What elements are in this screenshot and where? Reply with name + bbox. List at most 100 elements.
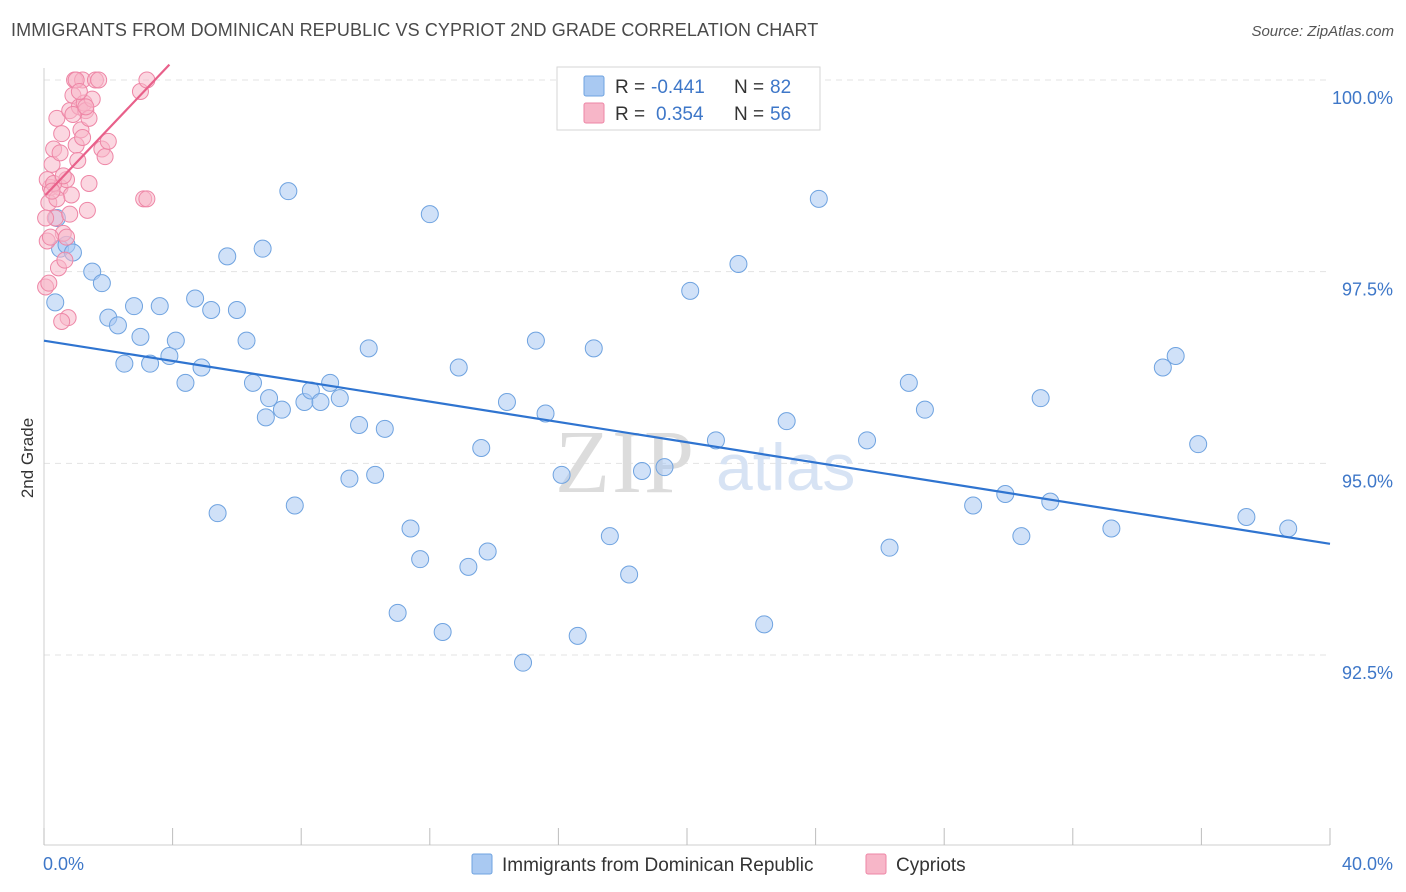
point-cypriot-32 [96, 148, 114, 166]
point-dominican-23 [243, 373, 262, 392]
axes [43, 68, 1331, 846]
point-cypriot-47 [80, 175, 98, 192]
point-dominican-9 [125, 297, 144, 316]
legend-bottom: Immigrants from Dominican Republic Cypri… [471, 853, 966, 876]
point-dominican-37 [366, 465, 385, 484]
point-dominican-59 [681, 281, 700, 300]
point-dominican-4 [83, 262, 102, 281]
point-dominican-58 [655, 458, 674, 477]
trend-line-cypriots [44, 63, 171, 196]
point-dominican-8 [115, 354, 134, 373]
gridlines [44, 79, 1330, 656]
point-dominican-60 [706, 431, 725, 450]
point-cypriot-53 [40, 274, 58, 292]
point-cypriot-52 [37, 209, 55, 227]
watermark-atlas: atlas [716, 430, 855, 504]
y-tick-label-1: 95.0% [1342, 471, 1393, 491]
point-dominican-21 [227, 301, 246, 319]
legend-r-label-1: R = [615, 77, 645, 98]
point-dominican-19 [208, 504, 227, 523]
point-dominican-22 [237, 331, 256, 350]
point-dominican-80 [46, 293, 65, 312]
point-dominican-41 [411, 550, 430, 569]
legend-n-value-2: 56 [770, 104, 791, 125]
point-cypriot-30 [90, 71, 108, 89]
point-dominican-72 [1031, 389, 1050, 408]
point-dominican-44 [449, 358, 468, 377]
point-dominican-69 [964, 496, 983, 515]
point-cypriot-55 [43, 182, 61, 200]
point-dominican-27 [279, 182, 298, 201]
point-dominican-38 [375, 419, 394, 438]
y-axis-label: 2nd Grade [18, 418, 37, 498]
legend-bottom-label-blue: Immigrants from Dominican Republic [502, 855, 814, 876]
source-label: Source: ZipAtlas.com [1251, 23, 1394, 40]
point-cypriot-41 [61, 205, 79, 223]
x-tick-label-max: 40.0% [1342, 854, 1393, 874]
point-cypriot-54 [53, 313, 71, 330]
point-dominican-76 [1166, 347, 1185, 365]
point-dominican-68 [915, 400, 934, 419]
chart-title: IMMIGRANTS FROM DOMINICAN REPUBLIC VS CY… [11, 20, 819, 40]
point-cypriot-26 [78, 201, 96, 219]
y-tick-label-2: 97.5% [1342, 280, 1393, 300]
point-dominican-75 [1153, 358, 1172, 377]
point-dominican-39 [388, 603, 407, 622]
point-cypriot-12 [56, 251, 74, 269]
trend-line-dominican-republic [43, 339, 1331, 545]
point-dominican-14 [166, 331, 185, 350]
point-dominican-26 [272, 400, 291, 419]
legend-swatch-pink [583, 102, 605, 124]
point-dominican-52 [552, 465, 571, 484]
point-dominican-40 [401, 519, 420, 538]
legend-bottom-swatch-pink [865, 853, 887, 875]
legend-r-label-2: R = [615, 104, 645, 125]
point-dominican-50 [526, 331, 545, 350]
point-dominican-47 [478, 542, 497, 561]
x-tick-label-min: 0.0% [43, 854, 84, 874]
point-dominican-81 [256, 408, 275, 427]
point-cypriot-51 [138, 71, 156, 89]
point-dominican-63 [777, 412, 796, 431]
point-dominican-20 [218, 247, 237, 266]
point-dominican-57 [632, 462, 651, 480]
point-cypriot-42 [64, 106, 82, 123]
point-dominican-12 [150, 297, 169, 316]
point-dominican-67 [899, 373, 918, 392]
point-dominican-66 [880, 538, 899, 557]
point-dominican-62 [755, 615, 774, 634]
point-dominican-65 [858, 431, 877, 450]
legend-r-value-2: 0.354 [656, 104, 704, 125]
point-dominican-64 [809, 189, 828, 208]
point-dominican-79 [1279, 519, 1298, 538]
point-cypriot-45 [74, 129, 92, 146]
point-cypriot-7 [48, 109, 66, 127]
point-dominican-28 [285, 496, 304, 515]
legend-bottom-label-pink: Cypriots [896, 855, 966, 876]
y-tick-labels: 92.5% 95.0% 97.5% 100.0% [1332, 88, 1393, 683]
point-dominican-77 [1189, 435, 1208, 454]
point-dominican-51 [536, 404, 555, 423]
point-dominican-74 [1102, 519, 1121, 538]
point-dominican-24 [253, 239, 272, 258]
point-dominican-5 [92, 274, 111, 293]
point-dominican-61 [729, 255, 748, 273]
trend-lines [43, 63, 1331, 545]
point-dominican-32 [321, 373, 340, 392]
y-tick-label-0: 92.5% [1342, 663, 1393, 683]
legend-bottom-swatch-blue [471, 853, 493, 875]
point-dominican-34 [340, 469, 359, 488]
point-cypriot-44 [70, 83, 88, 100]
point-dominican-55 [600, 527, 619, 546]
point-dominican-7 [108, 316, 127, 335]
point-dominican-43 [433, 623, 452, 641]
y-tick-label-3: 100.0% [1332, 88, 1393, 108]
point-dominican-15 [176, 373, 195, 392]
point-dominican-16 [186, 289, 205, 308]
point-cypriot-40 [58, 228, 76, 246]
watermark-zip: ZIP [555, 413, 696, 512]
point-cypriot-33 [99, 132, 117, 150]
point-dominican-31 [311, 393, 330, 411]
point-dominican-56 [620, 565, 639, 584]
